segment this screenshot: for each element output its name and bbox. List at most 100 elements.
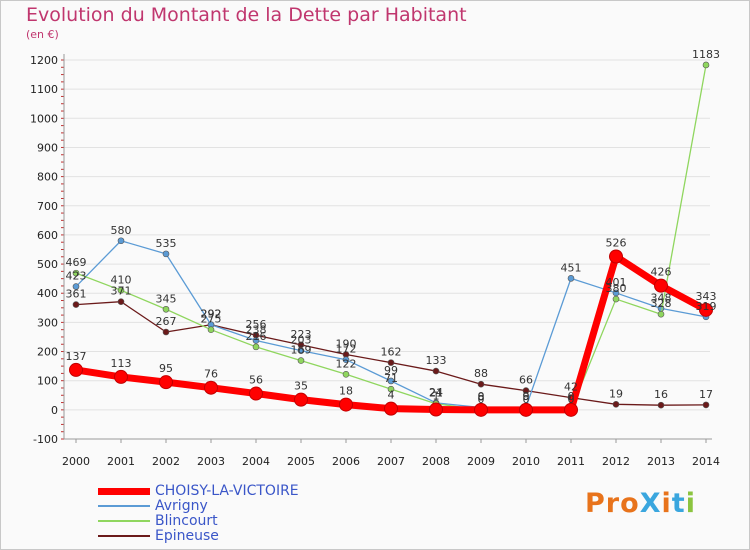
x-tick-labels: 2000 2001 2002 2003 2004 2005 2006 2007 2008 2009…: [62, 455, 720, 468]
proxiti-logo: ProXiti: [585, 488, 696, 519]
data-label-epineuse: 361: [66, 288, 87, 301]
data-point-choisy-la-victoire: [609, 249, 623, 264]
x-tick-label: 2001: [107, 455, 135, 468]
data-label-choisy-la-victoire: 0: [568, 390, 575, 403]
data-label-epineuse: 17: [699, 388, 713, 401]
legend-label: Avrigny: [155, 498, 208, 514]
data-label-blincourt: 21: [429, 387, 443, 400]
legend-label: Epineuse: [155, 528, 219, 544]
x-tick-label: 2005: [287, 455, 315, 468]
y-tick-labels: -100 0 100 200 300 400 500 600 700 800 900 1000 1100…: [30, 54, 58, 446]
chart-title: Evolution du Montant de la Dette par Hab…: [26, 4, 467, 26]
y-tick-label: 1000: [30, 112, 58, 125]
y-tick-label: 0: [51, 404, 58, 417]
data-label-choisy-la-victoire: 343: [696, 290, 717, 303]
data-label-choisy-la-victoire: 0: [478, 390, 485, 403]
data-label-choisy-la-victoire: 1: [433, 390, 440, 403]
data-point-epineuse: [477, 380, 485, 388]
data-point-choisy-la-victoire: [204, 380, 218, 395]
data-point-choisy-la-victoire: [429, 402, 443, 417]
data-label-avrigny: 348: [651, 291, 672, 304]
data-point-choisy-la-victoire: [159, 375, 173, 390]
data-point-avrigny: [117, 237, 125, 245]
logo-letter: r: [605, 488, 621, 519]
data-point-blincourt: [702, 61, 710, 69]
data-point-blincourt: [297, 357, 305, 364]
series-choisy-la-victoire: [69, 249, 713, 417]
data-point-blincourt: [657, 310, 665, 318]
data-point-avrigny: [72, 283, 80, 290]
data-point-blincourt: [612, 295, 620, 303]
data-label-epineuse: 267: [156, 315, 177, 328]
data-label-blincourt: 380: [606, 282, 627, 295]
data-point-choisy-la-victoire: [699, 302, 713, 317]
x-tick-label: 2000: [62, 455, 90, 468]
data-label-epineuse: 66: [519, 374, 533, 387]
data-label-epineuse: 190: [336, 337, 357, 350]
data-point-epineuse: [432, 367, 440, 375]
data-label-choisy-la-victoire: 95: [159, 362, 173, 375]
data-label-choisy-la-victoire: 113: [111, 357, 132, 370]
data-label-choisy-la-victoire: 137: [66, 350, 87, 363]
data-label-blincourt: 169: [291, 344, 312, 357]
data-label-epineuse: 133: [426, 354, 447, 367]
data-label-blincourt: 71: [384, 372, 398, 385]
data-label-epineuse: 19: [609, 387, 623, 400]
logo-letter: i: [661, 488, 672, 519]
data-point-avrigny: [252, 337, 260, 344]
data-point-avrigny: [342, 356, 350, 364]
data-label-epineuse: 16: [654, 388, 668, 401]
data-label-avrigny: 172: [336, 343, 357, 356]
x-tick-label: 2007: [377, 455, 405, 468]
data-point-epineuse: [522, 387, 530, 394]
y-tick-label: 300: [37, 316, 58, 329]
x-tick-label: 2014: [692, 455, 720, 468]
data-point-blincourt: [387, 385, 395, 393]
data-point-choisy-la-victoire: [519, 402, 533, 417]
data-label-avrigny: 99: [384, 364, 398, 377]
data-label-epineuse: 256: [246, 318, 267, 331]
data-point-choisy-la-victoire: [384, 401, 398, 416]
y-tick-label: 600: [37, 229, 58, 242]
logo-letter: o: [620, 488, 640, 519]
data-point-epineuse: [657, 401, 665, 409]
series-group: [69, 61, 713, 417]
legend-label: CHOISY-LA-VICTOIRE: [155, 483, 299, 499]
data-point-choisy-la-victoire: [114, 369, 128, 384]
data-point-epineuse: [162, 328, 170, 336]
data-label-choisy-la-victoire: 35: [294, 380, 308, 393]
data-label-epineuse: 88: [474, 367, 488, 380]
legend-swatch: [98, 535, 150, 537]
data-label-blincourt: 0: [523, 393, 530, 406]
data-label-choisy-la-victoire: 76: [204, 368, 218, 381]
data-label-avrigny: 203: [291, 334, 312, 347]
data-label-choisy-la-victoire: 18: [339, 385, 353, 398]
y-tick-label: 800: [37, 171, 58, 184]
logo-letter: t: [671, 488, 686, 519]
data-label-epineuse: 223: [291, 328, 312, 341]
data-label-blincourt: 469: [66, 256, 87, 269]
y-tick-label: 100: [37, 375, 58, 388]
data-label-blincourt: 410: [111, 273, 132, 286]
data-point-blincourt: [117, 287, 125, 294]
chart-subtitle: (en €): [26, 28, 59, 41]
data-label-choisy-la-victoire: 0: [523, 390, 530, 403]
data-point-choisy-la-victoire: [474, 402, 488, 417]
logo-letter: P: [585, 488, 606, 519]
data-label-avrigny: 535: [156, 237, 177, 250]
data-label-avrigny: 580: [111, 224, 132, 237]
x-tick-label: 2006: [332, 455, 360, 468]
data-label-blincourt: 1183: [692, 48, 720, 61]
data-label-blincourt: 345: [156, 292, 177, 305]
data-label-blincourt: 0: [568, 393, 575, 406]
data-label-choisy-la-victoire: 56: [249, 374, 263, 387]
x-tick-label: 2012: [602, 455, 630, 468]
y-tick-label: 500: [37, 258, 58, 271]
y-tick-label: 700: [37, 200, 58, 213]
data-point-blincourt: [252, 343, 260, 351]
data-point-choisy-la-victoire: [294, 392, 308, 407]
data-point-blincourt: [207, 326, 215, 333]
data-point-epineuse: [117, 298, 125, 305]
